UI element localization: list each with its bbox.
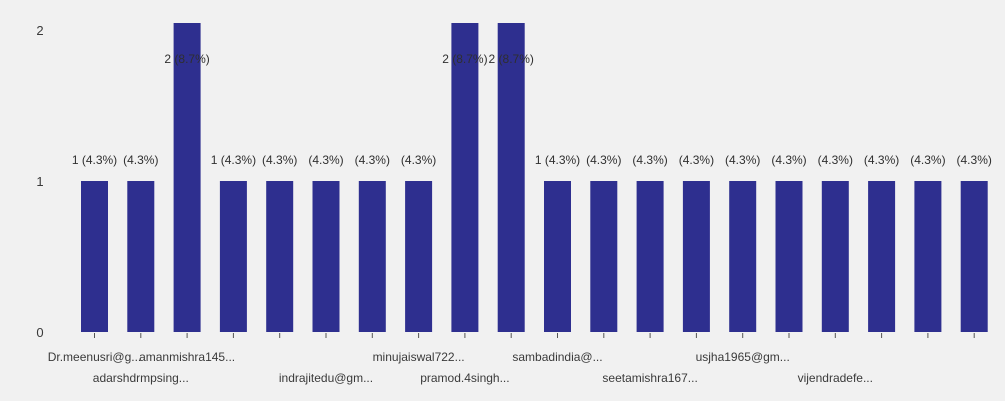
bar	[127, 181, 155, 332]
x-tick-label: adarshdrmpsing...	[93, 371, 189, 385]
bar	[914, 181, 942, 332]
x-tick-label: sambadindia@...	[512, 350, 602, 364]
bar	[405, 181, 433, 332]
data-label: 1 (4.3%)	[72, 153, 117, 167]
data-label: (4.3%)	[355, 153, 390, 167]
bar	[173, 23, 201, 332]
bar	[868, 181, 896, 332]
y-tick-label: 2	[36, 23, 43, 38]
bar	[590, 181, 618, 332]
bar	[729, 181, 757, 332]
bar	[821, 181, 849, 332]
data-label: 2 (8.7%)	[442, 52, 487, 66]
data-label: (4.3%)	[818, 153, 853, 167]
bar	[497, 23, 525, 332]
data-label: 1 (4.3%)	[211, 153, 256, 167]
bar	[312, 181, 340, 332]
bar	[81, 181, 108, 332]
x-tick-label: usjha1965@gm...	[696, 350, 790, 364]
y-tick-label: 0	[36, 325, 43, 340]
data-label: 1 (4.3%)	[535, 153, 580, 167]
x-tick-label: Dr.meenusri@g...	[48, 350, 142, 364]
bar	[682, 181, 710, 332]
bar	[636, 181, 664, 332]
bar	[544, 181, 571, 332]
bar	[219, 181, 247, 332]
y-axis: 0 1 2	[36, 23, 43, 340]
x-tick-label: indrajitedu@gm...	[279, 371, 373, 385]
bar	[358, 181, 386, 332]
x-tick-label: pramod.4singh...	[420, 371, 509, 385]
data-label: (4.3%)	[864, 153, 899, 167]
data-label: (4.3%)	[586, 153, 621, 167]
x-tick-label: amanmishra145...	[139, 350, 235, 364]
x-tick-label: seetamishra167...	[602, 371, 697, 385]
bar	[266, 181, 294, 332]
data-label: (4.3%)	[632, 153, 667, 167]
data-labels: 1 (4.3%) (4.3%) 2 (8.7%) 1 (4.3%) (4.3%) (4.3…	[72, 52, 992, 167]
bars	[81, 23, 988, 332]
x-tick-label: minujaiswal722...	[373, 350, 465, 364]
data-label: 2 (8.7%)	[164, 52, 209, 66]
x-tick-labels: Dr.meenusri@g... adarshdrmpsing... amanmis…	[48, 350, 873, 385]
bar	[960, 181, 988, 332]
y-tick-label: 1	[36, 174, 43, 189]
data-label: (4.3%)	[725, 153, 760, 167]
data-label: (4.3%)	[957, 153, 992, 167]
data-label: (4.3%)	[910, 153, 945, 167]
data-label: (4.3%)	[401, 153, 436, 167]
x-ticks	[94, 333, 975, 338]
data-label: (4.3%)	[262, 153, 297, 167]
data-label: (4.3%)	[771, 153, 806, 167]
data-label: (4.3%)	[679, 153, 714, 167]
data-label: (4.3%)	[308, 153, 343, 167]
bar	[451, 23, 479, 332]
x-tick-label: vijendradefe...	[798, 371, 873, 385]
data-label: 2 (8.7%)	[489, 52, 534, 66]
bar	[775, 181, 803, 332]
data-label: (4.3%)	[123, 153, 158, 167]
